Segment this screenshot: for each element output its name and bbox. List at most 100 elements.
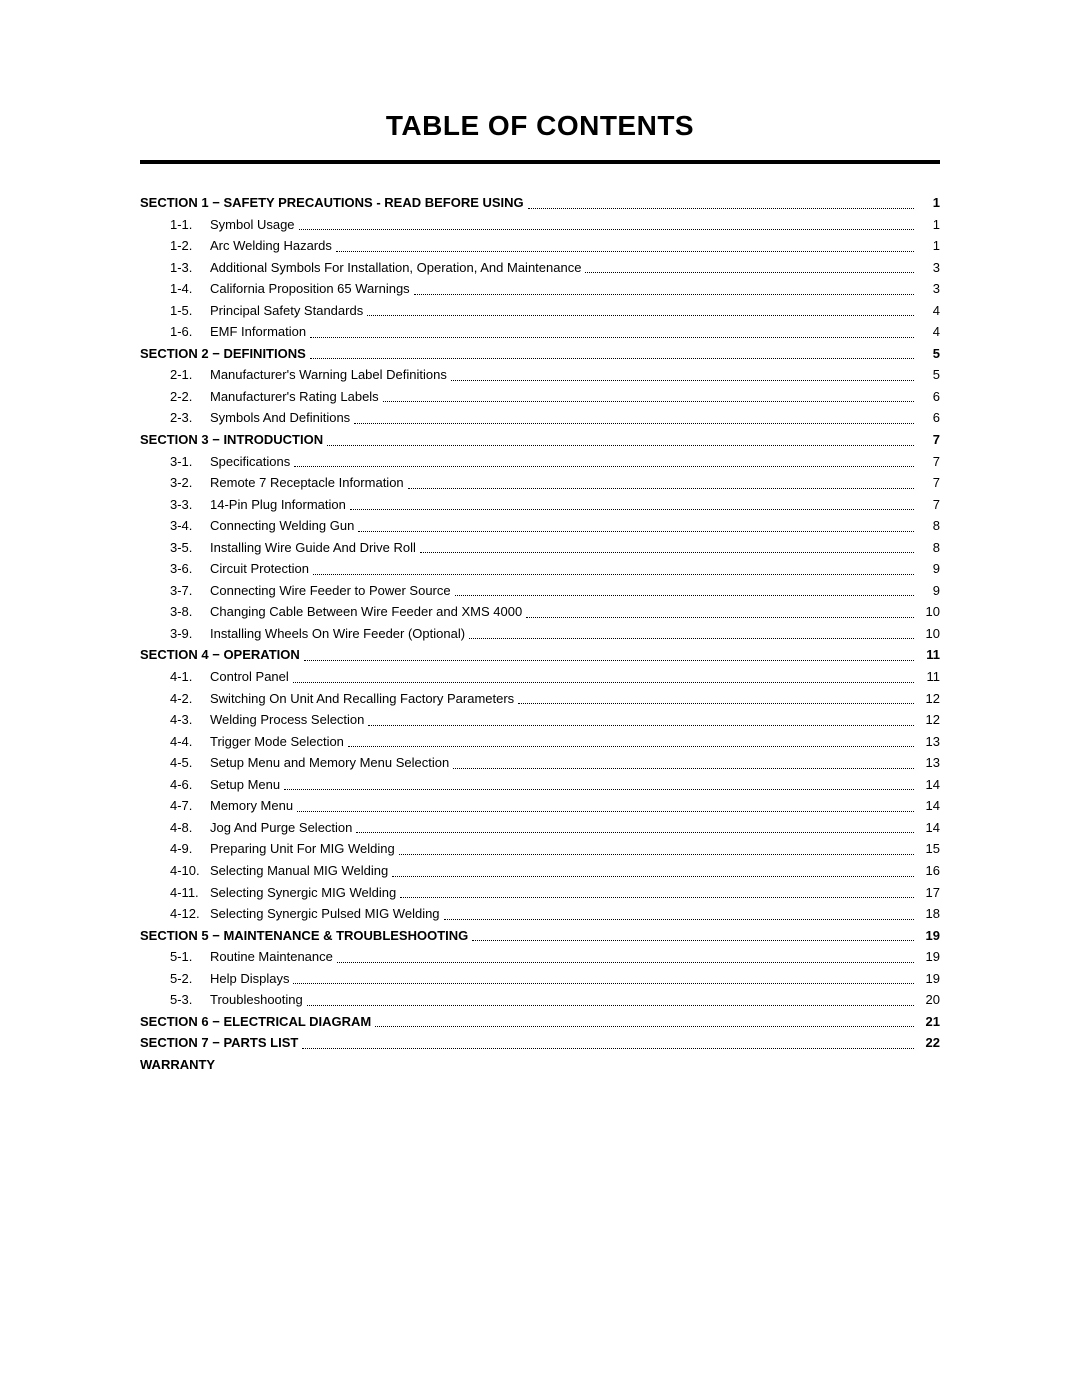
toc-entry-label: Principal Safety Standards	[210, 302, 363, 320]
toc-entry-page: 14	[918, 819, 940, 837]
toc-sub-row: 4-7.Memory Menu14	[140, 795, 940, 817]
toc-leader-dots	[368, 725, 914, 726]
toc-entry-label: Setup Menu	[210, 776, 280, 794]
toc-leader-dots	[420, 552, 914, 553]
toc-sub-row: 3-1.Specifications7	[140, 451, 940, 473]
toc-sub-row: 4-1.Control Panel11	[140, 666, 940, 688]
toc-leader-dots	[528, 208, 914, 209]
toc-leader-dots	[310, 337, 914, 338]
toc-leader-dots	[455, 595, 914, 596]
toc-sub-row: 1-4.California Proposition 65 Warnings3	[140, 278, 940, 300]
page-title: TABLE OF CONTENTS	[140, 110, 940, 142]
toc-leader-dots	[313, 574, 914, 575]
toc-sub-row: 5-3.Troubleshooting20	[140, 989, 940, 1011]
toc-entry-label: Jog And Purge Selection	[210, 819, 352, 837]
toc-entry-number: 3-1.	[170, 453, 210, 471]
toc-entry-label: Additional Symbols For Installation, Ope…	[210, 259, 581, 277]
toc-leader-dots	[451, 380, 914, 381]
toc-entry-label: SECTION 2 − DEFINITIONS	[140, 345, 306, 363]
toc-leader-dots	[375, 1026, 914, 1027]
toc-entry-page: 1	[918, 194, 940, 212]
toc-entry-number: 5-3.	[170, 991, 210, 1009]
toc-leader-dots	[392, 876, 914, 877]
toc-entry-number: 3-7.	[170, 582, 210, 600]
toc-entry-label: Circuit Protection	[210, 560, 309, 578]
toc-entry-label: Installing Wheels On Wire Feeder (Option…	[210, 625, 465, 643]
toc-entry-number: 5-2.	[170, 970, 210, 988]
toc-entry-page: 5	[918, 345, 940, 363]
toc-leader-dots	[526, 617, 914, 618]
toc-entry-page: 3	[918, 259, 940, 277]
toc-entry-label: Welding Process Selection	[210, 711, 364, 729]
toc-leader-dots	[367, 315, 914, 316]
toc-sub-row: 3-2.Remote 7 Receptacle Information7	[140, 472, 940, 494]
toc-entry-number: 1-5.	[170, 302, 210, 320]
toc-entry-number: 1-1.	[170, 216, 210, 234]
toc-entry-page: 22	[918, 1034, 940, 1052]
toc-entry-number: 3-6.	[170, 560, 210, 578]
toc-leader-dots	[472, 940, 914, 941]
toc-entry-number: 1-6.	[170, 323, 210, 341]
toc-entry-page: 8	[918, 517, 940, 535]
toc-entry-number: 4-10.	[170, 862, 210, 880]
toc-leader-dots	[219, 1069, 914, 1070]
toc-leader-dots	[304, 660, 914, 661]
toc-leader-dots	[399, 854, 914, 855]
toc-section-row: SECTION 2 − DEFINITIONS 5	[140, 343, 940, 365]
toc-sub-row: 2-2.Manufacturer's Rating Labels6	[140, 386, 940, 408]
toc-entry-number: 3-2.	[170, 474, 210, 492]
toc-entry-number: 4-4.	[170, 733, 210, 751]
toc-entry-label: Installing Wire Guide And Drive Roll	[210, 539, 416, 557]
toc-entry-label: Memory Menu	[210, 797, 293, 815]
toc-entry-number: 4-3.	[170, 711, 210, 729]
toc-entry-number: 2-3.	[170, 409, 210, 427]
toc-entry-page: 9	[918, 560, 940, 578]
toc-leader-dots	[408, 488, 914, 489]
toc-entry-label: SECTION 4 − OPERATION	[140, 646, 300, 664]
toc-entry-page: 7	[918, 496, 940, 514]
toc-entry-number: 4-11.	[170, 884, 210, 902]
toc-leader-dots	[383, 401, 914, 402]
toc-leader-dots	[350, 509, 914, 510]
toc-entry-page: 3	[918, 280, 940, 298]
toc-leader-dots	[354, 423, 914, 424]
toc-leader-dots	[453, 768, 914, 769]
toc-sub-row: 4-12.Selecting Synergic Pulsed MIG Weldi…	[140, 903, 940, 925]
toc-entry-page: 8	[918, 539, 940, 557]
toc-entry-page: 7	[918, 431, 940, 449]
toc-entry-number: 4-8.	[170, 819, 210, 837]
toc-leader-dots	[284, 789, 914, 790]
toc-entry-number: 4-12.	[170, 905, 210, 923]
toc-sub-row: 4-11.Selecting Synergic MIG Welding17	[140, 882, 940, 904]
toc-entry-page: 7	[918, 453, 940, 471]
toc-entry-number: 3-4.	[170, 517, 210, 535]
toc-entry-page: 10	[918, 625, 940, 643]
toc-entry-label: Connecting Wire Feeder to Power Source	[210, 582, 451, 600]
toc-sub-row: 3-6.Circuit Protection 9	[140, 558, 940, 580]
document-page: TABLE OF CONTENTS SECTION 1 − SAFETY PRE…	[0, 0, 1080, 1397]
toc-entry-page: 19	[918, 948, 940, 966]
toc-entry-page: 4	[918, 302, 940, 320]
toc-sub-row: 4-4.Trigger Mode Selection13	[140, 731, 940, 753]
toc-entry-label: Selecting Synergic Pulsed MIG Welding	[210, 905, 440, 923]
toc-section-row: SECTION 5 − MAINTENANCE & TROUBLESHOOTIN…	[140, 925, 940, 947]
toc-leader-dots	[444, 919, 914, 920]
toc-sub-row: 4-6.Setup Menu14	[140, 774, 940, 796]
toc-entry-page: 11	[918, 646, 940, 664]
toc-sub-row: 5-1.Routine Maintenance19	[140, 946, 940, 968]
toc-entry-number: 2-1.	[170, 366, 210, 384]
toc-entry-number: 4-2.	[170, 690, 210, 708]
toc-sub-row: 5-2.Help Displays19	[140, 968, 940, 990]
toc-entry-page: 4	[918, 323, 940, 341]
toc-leader-dots	[294, 466, 914, 467]
toc-entry-label: California Proposition 65 Warnings	[210, 280, 410, 298]
toc-sub-row: 1-2.Arc Welding Hazards1	[140, 235, 940, 257]
toc-entry-page: 12	[918, 690, 940, 708]
toc-leader-dots	[469, 638, 914, 639]
toc-sub-row: 2-3.Symbols And Definitions6	[140, 407, 940, 429]
toc-entry-page: 18	[918, 905, 940, 923]
toc-entry-label: SECTION 7 − PARTS LIST	[140, 1034, 298, 1052]
toc-entry-label: EMF Information	[210, 323, 306, 341]
toc-entry-label: Selecting Synergic MIG Welding	[210, 884, 396, 902]
toc-leader-dots	[327, 445, 914, 446]
